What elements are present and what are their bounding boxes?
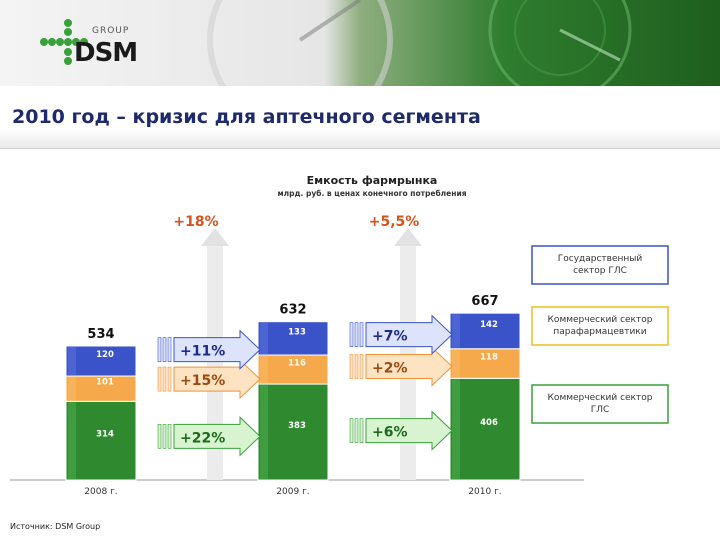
segment-growth-label-parapharmacy: +2% — [372, 361, 408, 377]
segment-growth-label-commercial: +22% — [180, 430, 225, 446]
arrow-stripe-commercial — [349, 418, 354, 443]
arrow-stripe-government — [162, 337, 167, 362]
bar-value-label: 314 — [96, 430, 114, 440]
bar-total-label: 632 — [279, 303, 306, 318]
total-growth-label: +5,5% — [369, 214, 420, 230]
bar-value-label: 383 — [288, 421, 306, 431]
growth-arrow-government — [365, 314, 453, 355]
source-note: Источник: DSM Group — [10, 522, 101, 531]
arrow-stripe-parapharmacy — [167, 366, 172, 392]
bar-highlight-commercial — [260, 385, 268, 479]
logo-brand-text: DSM — [74, 38, 138, 68]
bar-highlight-commercial — [452, 379, 460, 479]
x-tick-label: 2008 г. — [84, 487, 117, 497]
growth-pillar — [207, 246, 223, 480]
bar-commercial — [449, 377, 521, 481]
x-tick-label: 2010 г. — [468, 487, 501, 497]
growth-arrow-government — [173, 329, 261, 370]
segment-growth-label-commercial: +6% — [372, 425, 408, 441]
segment-growth-label-government: +7% — [372, 329, 408, 345]
growth-arrow-head — [394, 228, 422, 246]
bar-value-label: 101 — [96, 378, 114, 388]
bar-government — [449, 312, 521, 350]
bar-parapharmacy — [257, 354, 329, 385]
bar-commercial — [257, 383, 329, 481]
growth-arrow-head — [201, 228, 229, 246]
bar-highlight-government — [452, 314, 460, 348]
page-title: 2010 год – кризис для аптечного сегмента — [12, 106, 481, 128]
chart-subtitle: млрд. руб. в ценах конечного потребления — [277, 189, 466, 198]
arrow-stripe-government — [157, 337, 162, 362]
segment-growth-label-parapharmacy: +15% — [180, 373, 225, 389]
legend-label-commercial: Коммерческий сектор ГЛС — [548, 393, 653, 415]
arrow-stripe-commercial — [359, 418, 364, 443]
header-banner: GROUP DSM — [0, 0, 720, 86]
logo-group-text: GROUP — [92, 26, 130, 36]
bar-total-label: 667 — [471, 294, 498, 309]
bar-highlight-commercial — [68, 402, 76, 479]
bar-parapharmacy — [449, 348, 521, 379]
legend-label-parapharmacy: Коммерческий сектор парафармацевтики — [548, 315, 653, 337]
arrow-stripe-government — [359, 322, 364, 347]
growth-arrow-commercial — [173, 416, 261, 457]
chart-title: Емкость фармрынка — [307, 174, 438, 187]
legend-label-government: Государственный сектор ГЛС — [558, 254, 643, 276]
x-tick-label: 2009 г. — [276, 487, 309, 497]
bar-government — [257, 321, 329, 356]
bar-commercial — [65, 400, 137, 481]
arrow-stripe-parapharmacy — [354, 354, 359, 379]
arrow-stripe-parapharmacy — [157, 366, 162, 392]
bar-value-label: 133 — [288, 327, 306, 337]
arrow-stripe-parapharmacy — [162, 366, 167, 392]
legend-box-parapharmacy — [531, 306, 669, 346]
bar-highlight-government — [68, 346, 76, 376]
bar-highlight-parapharmacy — [452, 349, 460, 378]
arrow-stripe-government — [167, 337, 172, 362]
market-capacity-chart: Емкость фармрынка млрд. руб. в ценах коне… — [10, 158, 669, 497]
dsm-logo — [40, 19, 88, 65]
bar-total-label: 534 — [87, 327, 114, 342]
arrow-stripe-government — [349, 322, 354, 347]
arrow-stripe-commercial — [354, 418, 359, 443]
arrow-stripe-commercial — [157, 424, 162, 449]
bar-highlight-government — [260, 322, 268, 355]
arrow-stripe-commercial — [167, 424, 172, 449]
bar-value-label: 120 — [96, 350, 114, 360]
bar-parapharmacy — [65, 375, 137, 402]
bar-government — [65, 345, 137, 377]
bar-value-label: 116 — [288, 359, 306, 369]
bar-value-label: 142 — [480, 320, 498, 330]
legend-box-government — [531, 245, 669, 285]
bar-highlight-parapharmacy — [260, 356, 268, 384]
header-background-image — [0, 0, 720, 86]
bar-highlight-parapharmacy — [68, 377, 76, 401]
bar-value-label: 118 — [480, 353, 498, 363]
total-growth-label: +18% — [173, 214, 218, 230]
bar-value-label: 406 — [480, 418, 498, 428]
arrow-stripe-parapharmacy — [359, 354, 364, 379]
growth-arrow-commercial — [365, 410, 453, 451]
arrow-stripe-parapharmacy — [349, 354, 354, 379]
legend-box-commercial — [531, 384, 669, 424]
arrow-stripe-commercial — [162, 424, 167, 449]
arrow-stripe-government — [354, 322, 359, 347]
title-band — [0, 86, 720, 149]
segment-growth-label-government: +11% — [180, 344, 225, 360]
